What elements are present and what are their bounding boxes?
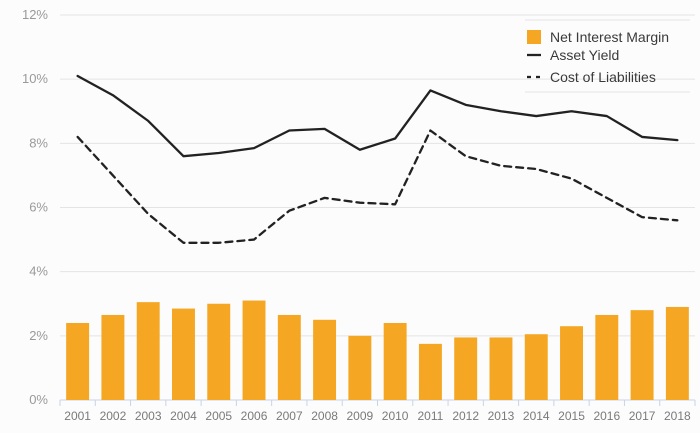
bar-2017[interactable] (631, 310, 654, 400)
bar-2003[interactable] (137, 302, 160, 400)
x-axis-label-2010[interactable]: 2010 (382, 409, 409, 423)
bar-2004[interactable] (172, 309, 195, 400)
x-axis-label-2003[interactable]: 2003 (135, 409, 162, 423)
y-axis-label-6%: 6% (29, 200, 48, 215)
bar-2008[interactable] (313, 320, 336, 400)
x-axis-label-2012[interactable]: 2012 (452, 409, 479, 423)
y-axis-label-8%: 8% (29, 135, 48, 150)
x-axis-label-2016[interactable]: 2016 (593, 409, 620, 423)
x-axis-label-2017[interactable]: 2017 (629, 409, 656, 423)
bar-2011[interactable] (419, 344, 442, 400)
y-axis-label-2%: 2% (29, 328, 48, 343)
bar-2001[interactable] (66, 323, 89, 400)
bar-2018[interactable] (666, 307, 689, 400)
asset-yield-line[interactable] (78, 76, 678, 156)
net-interest-margin-bars[interactable] (66, 301, 689, 400)
x-axis-label-2018[interactable]: 2018 (664, 409, 691, 423)
chart-legend[interactable]: Net Interest Margin Asset Yield Cost of … (525, 20, 690, 92)
x-axis-label-2004[interactable]: 2004 (170, 409, 197, 423)
x-axis-ticks (60, 400, 695, 406)
y-axis-label-10%: 10% (22, 71, 48, 86)
bar-2009[interactable] (348, 336, 371, 400)
x-axis-labels: 2001 2002 2003 2004 2005 2006 2007 2008 2009 2010… (64, 409, 691, 423)
x-axis-label-2002[interactable]: 2002 (100, 409, 127, 423)
bar-2005[interactable] (207, 304, 230, 400)
legend-label-net-interest-margin: Net Interest Margin (550, 29, 669, 45)
x-axis-label-2011[interactable]: 2011 (418, 409, 444, 423)
x-axis-label-2008[interactable]: 2008 (311, 409, 338, 423)
bar-2002[interactable] (101, 315, 124, 400)
x-axis-label-2001[interactable]: 2001 (64, 409, 91, 423)
x-axis-label-2014[interactable]: 2014 (523, 409, 550, 423)
y-axis-label-4%: 4% (29, 264, 48, 279)
bar-2015[interactable] (560, 326, 583, 400)
x-axis-label-2009[interactable]: 2009 (347, 409, 374, 423)
y-axis-labels: 0% 2% 4% 6% 8% 10% 12% (22, 7, 48, 407)
x-axis-label-2006[interactable]: 2006 (241, 409, 268, 423)
bar-2010[interactable] (384, 323, 407, 400)
bar-2007[interactable] (278, 315, 301, 400)
x-axis-label-2013[interactable]: 2013 (488, 409, 515, 423)
chart-container: 0% 2% 4% 6% 8% 10% 12% 2001 2002 2003 2004 2005 200… (0, 0, 700, 433)
x-axis-label-2005[interactable]: 2005 (205, 409, 232, 423)
cost-of-liabilities-line[interactable] (78, 131, 678, 243)
legend-label-cost-of-liabilities: Cost of Liabilities (550, 69, 656, 85)
line-bar-combo-chart: 0%2%4%6%8%10%12% 2001 2002 2003 2004 2005 200… (0, 0, 700, 433)
bar-2014[interactable] (525, 334, 548, 400)
bar-2013[interactable] (490, 337, 513, 400)
bar-2012[interactable] (454, 337, 477, 400)
legend-label-asset-yield: Asset Yield (550, 47, 619, 63)
bar-2016[interactable] (595, 315, 618, 400)
bar-2006[interactable] (243, 301, 266, 400)
y-axis-label-12%: 12% (22, 7, 48, 22)
legend-swatch-net-interest-margin[interactable] (527, 30, 541, 44)
x-axis-label-2015[interactable]: 2015 (558, 409, 585, 423)
x-axis-label-2007[interactable]: 2007 (276, 409, 303, 423)
y-axis-label-0%: 0% (29, 392, 48, 407)
